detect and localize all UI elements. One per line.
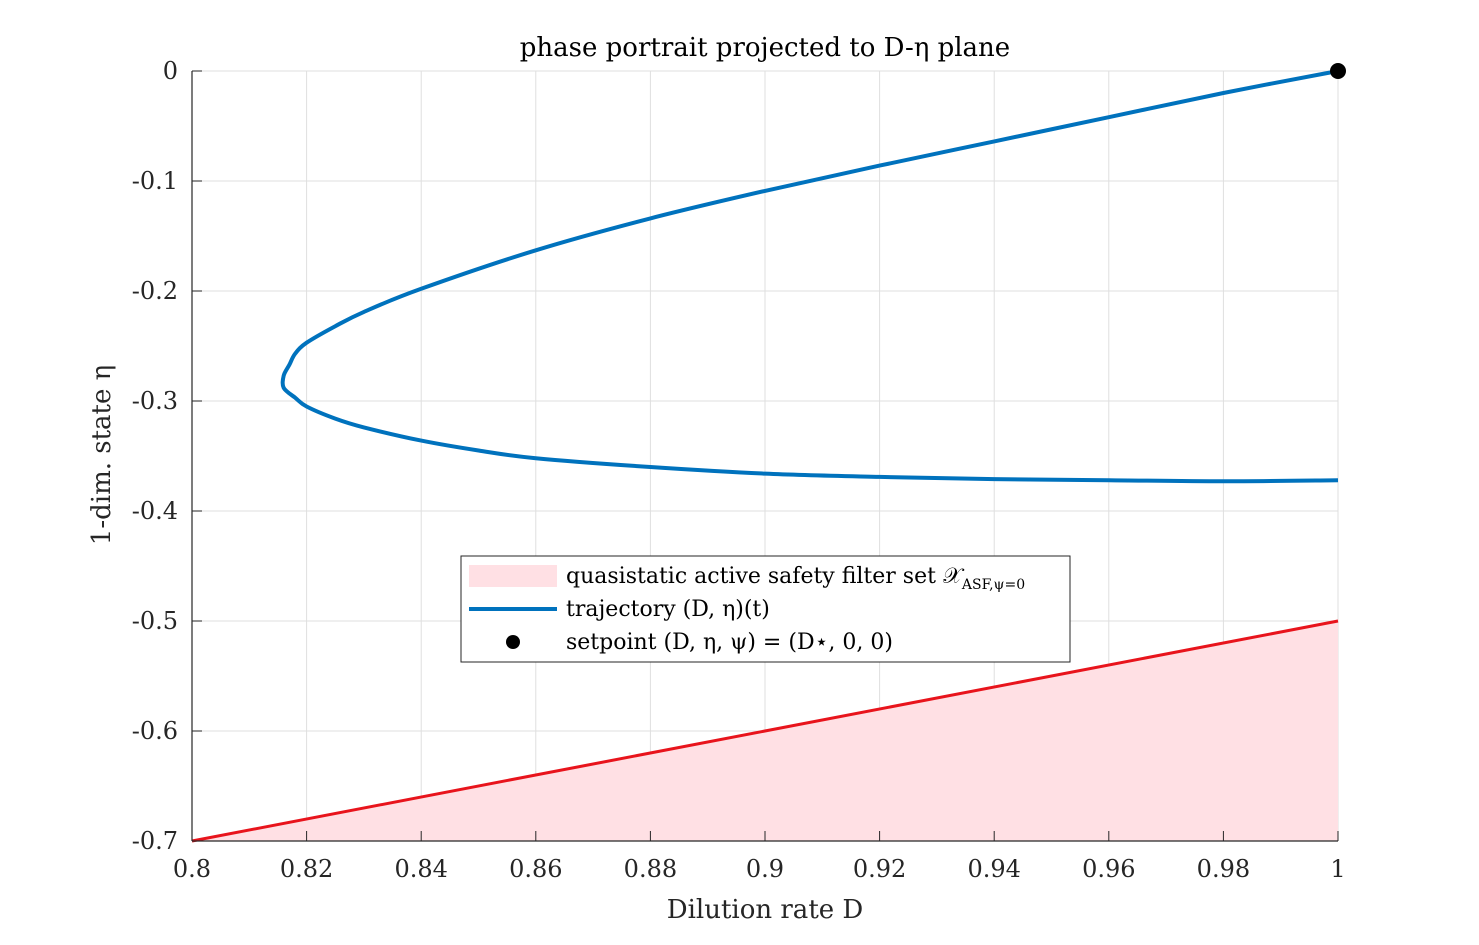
x-tick-label: 0.84 bbox=[394, 855, 447, 883]
x-tick-label: 0.8 bbox=[173, 855, 211, 883]
x-tick-label: 1 bbox=[1330, 855, 1345, 883]
legend-label-setpoint: setpoint (D, η, ψ) = (D⋆, 0, 0) bbox=[566, 630, 893, 655]
y-tick-label: -0.5 bbox=[132, 607, 178, 635]
legend: quasistatic active safety filter set 𝒳AS… bbox=[460, 555, 1071, 663]
y-tick-label: -0.6 bbox=[132, 717, 178, 745]
x-tick-label: 0.86 bbox=[509, 855, 562, 883]
y-tick-label: -0.3 bbox=[132, 387, 178, 415]
x-tick-label: 0.92 bbox=[853, 855, 906, 883]
legend-box bbox=[460, 555, 1071, 663]
setpoint-marker bbox=[1330, 63, 1346, 79]
x-tick-label: 0.82 bbox=[280, 855, 333, 883]
axes bbox=[191, 70, 1339, 842]
x-tick-label: 0.96 bbox=[1082, 855, 1135, 883]
x-tick-label: 0.88 bbox=[624, 855, 677, 883]
y-tick-label: -0.4 bbox=[132, 497, 178, 525]
x-axis-label: Dilution rate D bbox=[667, 895, 864, 925]
safety-set-area-layer bbox=[191, 619, 1339, 843]
chart-title: phase portrait projected to D-η plane bbox=[520, 33, 1010, 63]
x-tick-label: 0.9 bbox=[746, 855, 784, 883]
y-tick-label: -0.1 bbox=[132, 167, 178, 195]
legend-swatch-safety-set bbox=[469, 565, 557, 587]
legend-swatch-setpoint bbox=[506, 635, 520, 649]
x-tick-label: 0.98 bbox=[1197, 855, 1250, 883]
y-axis-label: 1-dim. state η bbox=[87, 365, 117, 545]
legend-label-safety-set: quasistatic active safety filter set 𝒳AS… bbox=[566, 564, 1025, 593]
y-tick-label: -0.2 bbox=[132, 277, 178, 305]
safety-set-boundary bbox=[191, 619, 1339, 843]
y-tick-label: -0.7 bbox=[132, 827, 178, 855]
trajectory-line bbox=[280, 69, 1339, 484]
trajectory-layer bbox=[280, 63, 1346, 484]
tick-labels: 0.8 0.82 0.84 0.86 0.88 0.9 0.92 0.94 0.96 0.98 1 0… bbox=[132, 57, 1346, 883]
legend-label-trajectory: trajectory (D, η)(t) bbox=[566, 597, 770, 622]
x-tick-label: 0.94 bbox=[967, 855, 1020, 883]
y-tick-label: 0 bbox=[163, 57, 178, 85]
